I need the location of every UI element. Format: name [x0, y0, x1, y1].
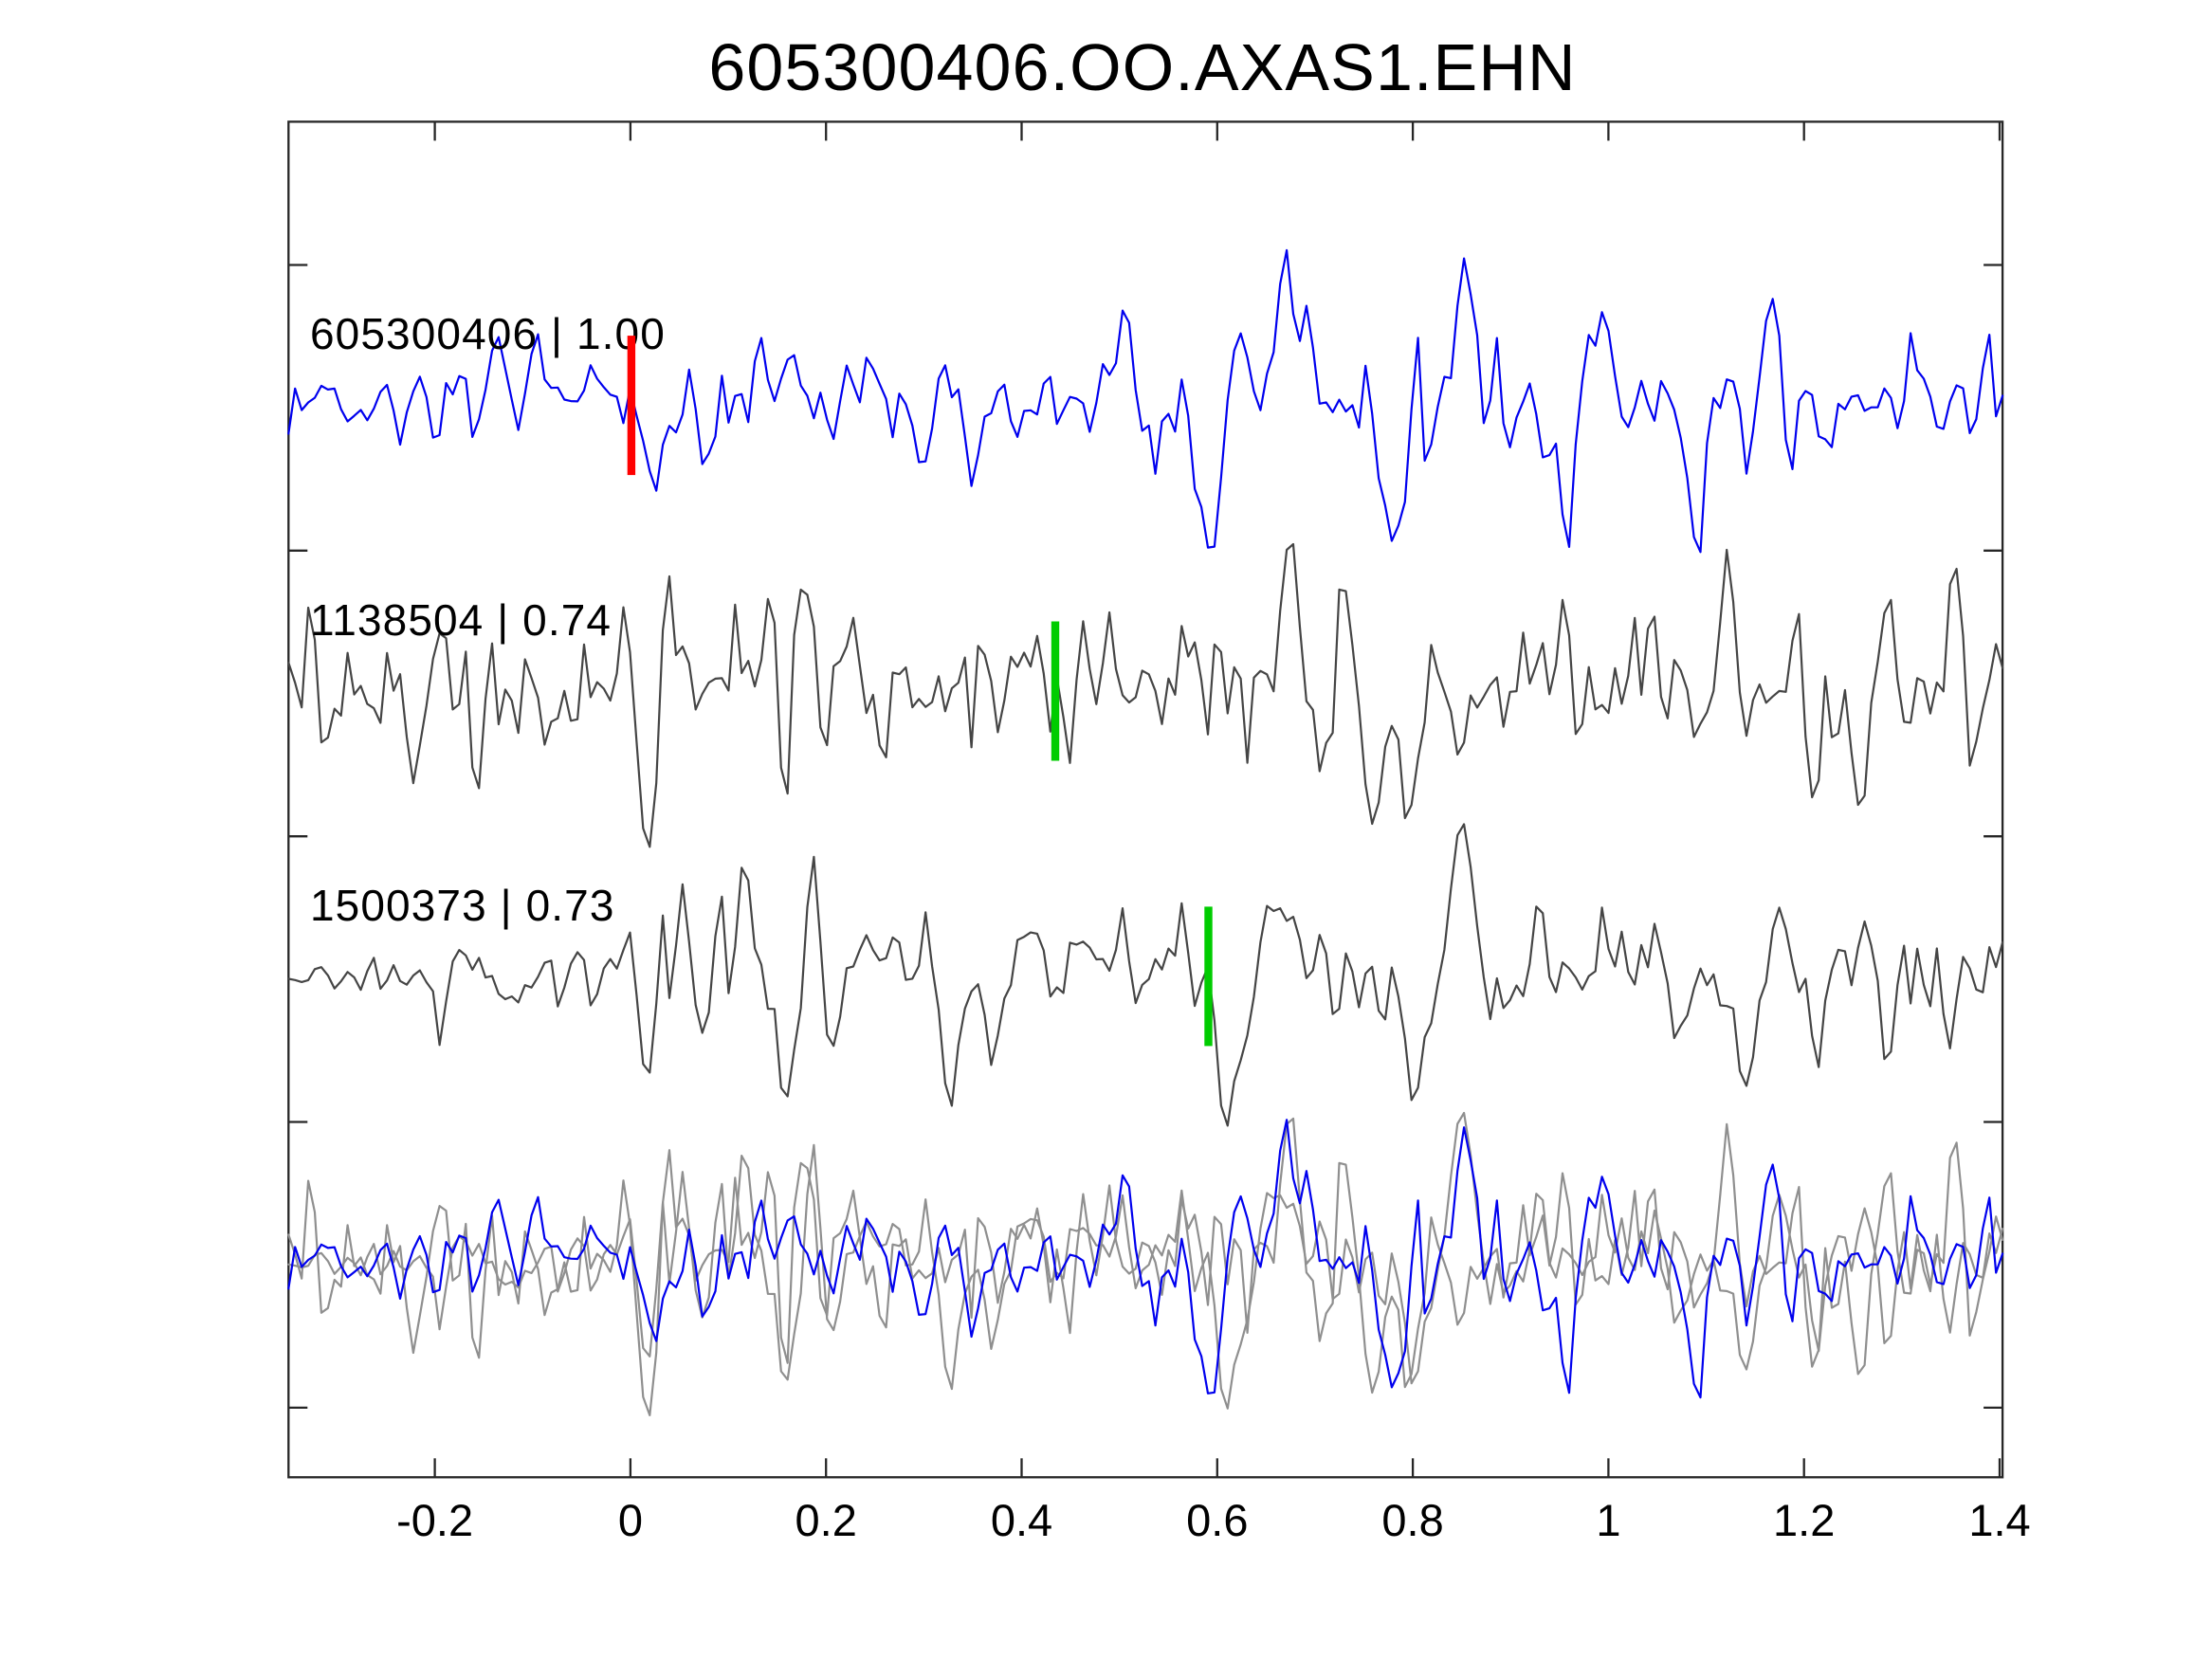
svg-text:-0.2: -0.2	[396, 1495, 473, 1545]
svg-text:0.8: 0.8	[1381, 1495, 1443, 1545]
svg-text:0.6: 0.6	[1186, 1495, 1248, 1545]
svg-text:1: 1	[1596, 1495, 1620, 1545]
svg-text:1138504 | 0.74: 1138504 | 0.74	[310, 595, 612, 645]
svg-text:1.2: 1.2	[1773, 1495, 1835, 1545]
svg-text:0: 0	[618, 1495, 643, 1545]
svg-text:605300406 | 1.00: 605300406 | 1.00	[310, 309, 666, 358]
svg-text:0.4: 0.4	[991, 1495, 1052, 1545]
svg-text:1.4: 1.4	[1968, 1495, 2030, 1545]
svg-text:0.2: 0.2	[795, 1495, 857, 1545]
svg-text:605300406.OO.AXAS1.EHN: 605300406.OO.AXAS1.EHN	[708, 30, 1576, 104]
svg-text:1500373 | 0.73: 1500373 | 0.73	[310, 881, 615, 930]
